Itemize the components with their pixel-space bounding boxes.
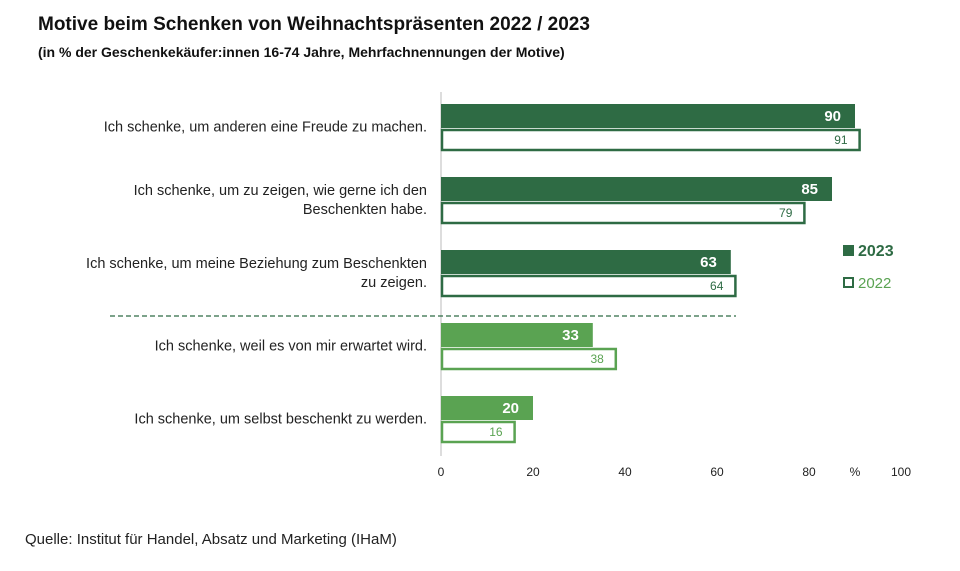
x-tick-label: 100 bbox=[891, 465, 911, 479]
chart-title: Motive beim Schenken von Weihnachtspräse… bbox=[38, 14, 590, 35]
legend-swatch bbox=[843, 277, 854, 288]
source: Quelle: Institut für Handel, Absatz und … bbox=[25, 531, 397, 548]
bar bbox=[441, 250, 731, 274]
bar bbox=[440, 128, 861, 152]
x-tick-label: 0 bbox=[438, 465, 445, 479]
x-tick-label: 40 bbox=[618, 465, 632, 479]
legend-label: 2022 bbox=[858, 275, 891, 292]
bar bbox=[441, 177, 832, 201]
bar bbox=[441, 104, 855, 128]
value-label: 90 bbox=[824, 108, 841, 125]
value-label: 63 bbox=[700, 254, 717, 271]
value-label: 33 bbox=[562, 327, 579, 344]
x-unit: % bbox=[850, 465, 861, 479]
value-label: 16 bbox=[489, 425, 503, 439]
category-label: Ich schenke, weil es von mir erwartet wi… bbox=[154, 338, 427, 355]
bar bbox=[441, 396, 533, 420]
bar bbox=[440, 201, 806, 225]
x-tick-label: 80 bbox=[802, 465, 816, 479]
value-label: 64 bbox=[710, 279, 724, 293]
legend-label: 2023 bbox=[858, 243, 894, 260]
category-label: Ich schenke, um anderen eine Freude zu m… bbox=[103, 119, 427, 136]
value-label: 38 bbox=[590, 352, 604, 366]
x-tick-label: 20 bbox=[526, 465, 540, 479]
value-label: 20 bbox=[502, 400, 519, 417]
category-label: Ich schenke, um meine Beziehung zum Besc… bbox=[86, 256, 427, 291]
value-label: 85 bbox=[801, 181, 818, 198]
bar bbox=[440, 274, 737, 298]
value-label: 79 bbox=[779, 206, 793, 220]
chart-subtitle: (in % der Geschenkekäufer:innen 16-74 Ja… bbox=[38, 44, 565, 60]
bar bbox=[440, 347, 618, 371]
x-tick-label: 60 bbox=[710, 465, 724, 479]
value-label: 91 bbox=[834, 133, 848, 147]
category-label: Ich schenke, um zu zeigen, wie gerne ich… bbox=[133, 183, 427, 218]
bar bbox=[440, 420, 516, 444]
legend-swatch bbox=[843, 245, 854, 256]
category-label: Ich schenke, um selbst beschenkt zu werd… bbox=[134, 411, 427, 428]
bar bbox=[441, 323, 593, 347]
